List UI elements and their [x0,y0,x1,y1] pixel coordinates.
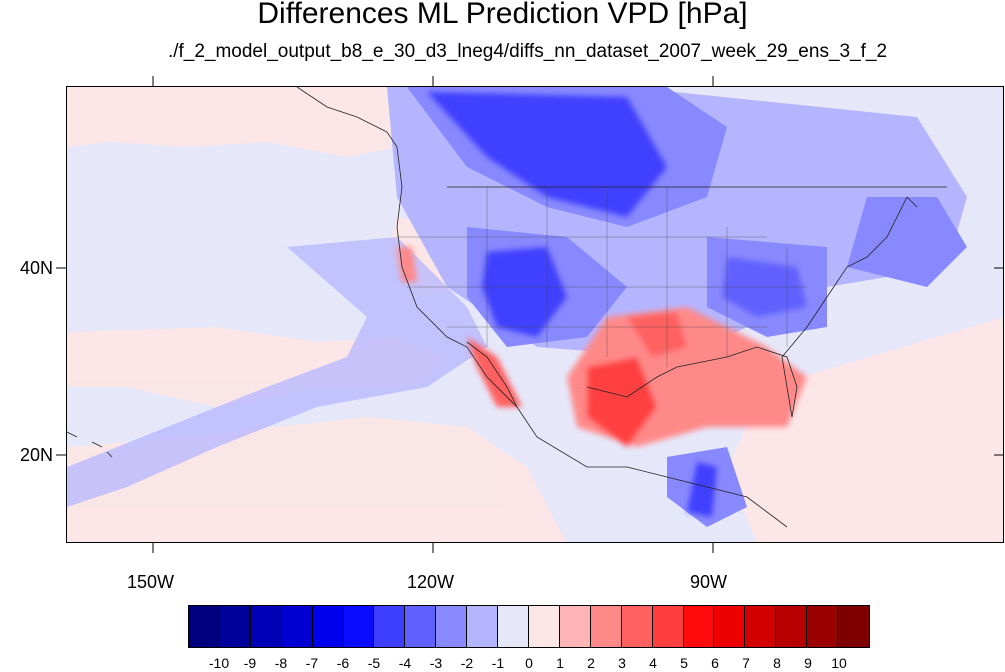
colorbar-swatch [281,606,313,647]
colorbar-tick-label: 10 [831,655,847,671]
colorbar-swatch [590,606,622,647]
colorbar-tick-label: -7 [305,655,319,671]
lon-label-90w: 90W [690,572,728,592]
colorbar-swatch [714,606,746,647]
colorbar-tick-label: 2 [587,655,595,671]
colorbar-swatch [189,606,220,647]
colorbar-tick-label: 1 [556,655,564,671]
colorbar-swatch [343,606,375,647]
colorbar-swatch [436,606,468,647]
colorbar-tick-label: -9 [243,655,257,671]
colorbar-tick-label: 7 [742,655,750,671]
colorbar-tick-label: 5 [680,655,688,671]
colorbar-tick-label: -4 [398,655,412,671]
colorbar-swatch [528,606,560,647]
colorbar-swatch [405,606,437,647]
colorbar-tick-label: -1 [491,655,505,671]
map-title: Differences ML Prediction VPD [hPa] [257,0,748,30]
colorbar-tick-label: 4 [649,655,657,671]
colorbar-swatch [807,606,839,647]
map-subtitle: ./f_2_model_output_b8_e_30_d3_lneg4/diff… [167,41,888,62]
colorbar-swatch [776,606,808,647]
colorbar-swatch [219,606,251,647]
lon-label-120w: 120W [407,572,455,592]
colorbar-tick-label: -2 [460,655,474,671]
vpd-difference-map [66,86,1004,543]
state-borders [397,187,807,367]
colorbar-tick-label: -5 [367,655,381,671]
colorbar-tick-label: 3 [618,655,626,671]
colorbar-swatch [374,606,406,647]
colorbar-swatch [498,606,529,647]
colorbar [188,605,870,648]
colorbar-swatch [559,606,591,647]
colorbar-tick-label: 0 [525,655,533,671]
colorbar-tick-label: 6 [711,655,719,671]
colorbar-swatch [467,606,499,647]
colorbar-tick-label: -6 [336,655,350,671]
colorbar-swatch [621,606,653,647]
colorbar-tick-label: -8 [274,655,288,671]
colorbar-swatch [838,606,869,647]
colorbar-tick-label: -3 [429,655,443,671]
colorbar-tick-label: -10 [208,655,230,671]
colorbar-swatch [250,606,282,647]
colorbar-tick-label: 8 [773,655,781,671]
colorbar-swatch [312,606,344,647]
axis-ticks [56,76,1004,553]
lon-label-150w: 150W [127,572,175,592]
colorbar-swatch [652,606,684,647]
lat-label-20n: 20N [20,445,54,465]
map-field [67,87,1003,542]
colorbar-swatch [745,606,777,647]
lat-label-40n: 40N [20,258,54,278]
colorbar-swatch [683,606,715,647]
coastlines [67,87,947,528]
colorbar-tick-label: 9 [804,655,812,671]
